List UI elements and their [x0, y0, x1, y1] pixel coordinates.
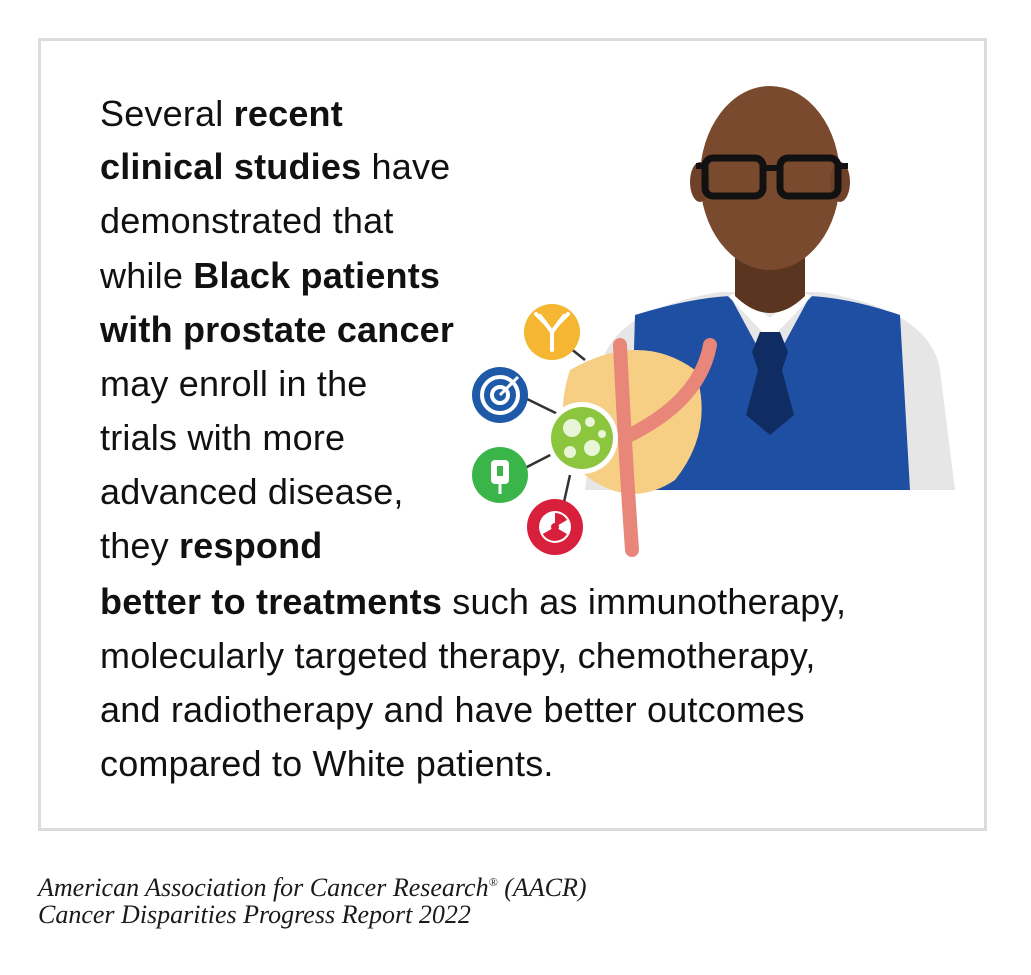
emphasis: respond — [179, 525, 323, 566]
credit-line-1: American Association for Cancer Research… — [38, 873, 587, 902]
iv-bag-icon — [472, 447, 528, 503]
text-line-12: and radiotherapy and have better outcome… — [100, 689, 805, 730]
text-line-10: better to treatments such as immunothera… — [100, 581, 847, 622]
text-line-3: demonstrated that — [100, 200, 394, 241]
credit-line-2: Cancer Disparities Progress Report 2022 — [38, 900, 471, 929]
emphasis: recent — [233, 93, 343, 134]
cancer-cell-icon — [546, 402, 618, 474]
head — [700, 86, 840, 270]
text-line-1: Several recent — [100, 93, 343, 134]
registered-mark: ® — [488, 875, 498, 889]
urethra-branch — [623, 338, 717, 442]
text-line-2: clinical studies have — [100, 146, 451, 187]
emphasis: clinical studies — [100, 146, 362, 187]
target-icon — [472, 367, 528, 423]
urethra — [613, 338, 639, 557]
text-line-8: advanced disease, — [100, 471, 404, 512]
text-line-11: molecularly targeted therapy, chemothera… — [100, 635, 816, 676]
radiation-icon — [527, 499, 583, 555]
text-line-6: may enroll in the — [100, 363, 368, 404]
emphasis: Black patients — [193, 255, 441, 296]
text-line-4: while Black patients — [100, 255, 441, 296]
text-line-9: they respond — [100, 525, 323, 566]
text-line-13: compared to White patients. — [100, 743, 554, 784]
text-line-7: trials with more — [100, 417, 346, 458]
text-line-5: with prostate cancer — [100, 304, 454, 356]
emphasis: better to treatments — [100, 581, 443, 622]
antibody-icon — [524, 304, 580, 360]
tie — [746, 332, 794, 435]
glasses-icon — [696, 154, 848, 200]
emphasis: with prostate cancer — [100, 309, 455, 350]
illustration — [472, 86, 955, 557]
